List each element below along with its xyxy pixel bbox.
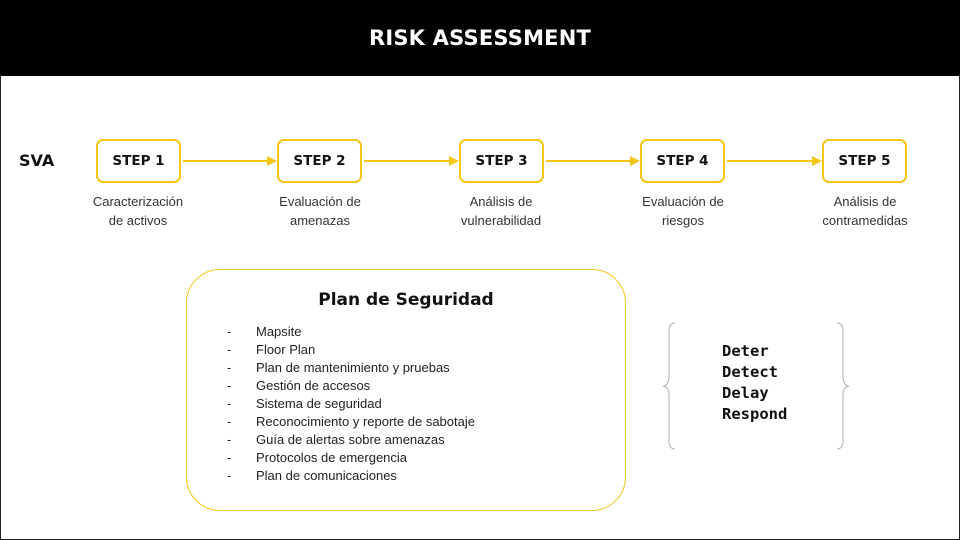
sva-label: SVA: [19, 151, 55, 170]
bullet-dash: -: [227, 360, 232, 375]
step-3-description: Análisis de vulnerabilidad: [431, 192, 571, 230]
step-4-label: STEP 4: [656, 153, 709, 169]
list-item-text: Gestión de accesos: [256, 378, 371, 393]
page-title: RISK ASSESSMENT: [368, 26, 592, 50]
security-plan-box: Plan de Seguridad - Mapsite - Floor Plan -…: [186, 269, 626, 511]
step-5-label: STEP 5: [838, 153, 891, 169]
step-5-description-line1: Análisis de: [833, 194, 897, 209]
step-4-description: Evaluación de riesgos: [613, 192, 753, 230]
bullet-dash: -: [227, 324, 232, 339]
bullet-dash: -: [227, 396, 232, 411]
strategy-item-respond: Respond: [722, 405, 788, 423]
bullet-dash: -: [227, 414, 232, 429]
step-1-description-line1: Caracterización: [92, 194, 184, 209]
list-item: - Floor Plan: [227, 341, 475, 359]
step-4-description-line2: riesgos: [662, 213, 704, 228]
list-item: - Sistema de seguridad: [227, 395, 475, 413]
bullet-dash: -: [227, 468, 232, 483]
step-4-box: STEP 4: [640, 139, 725, 183]
list-item-text: Floor Plan: [256, 342, 316, 357]
list-item-text: Plan de comunicaciones: [256, 468, 397, 483]
security-plan-title: Plan de Seguridad: [318, 290, 494, 310]
list-item: - Plan de mantenimiento y pruebas: [227, 359, 475, 377]
header-bar: RISK ASSESSMENT: [0, 0, 960, 76]
list-item-text: Guía de alertas sobre amenazas: [256, 432, 445, 447]
step-5-box: STEP 5: [822, 139, 907, 183]
step-5-description-line2: contramedidas: [822, 213, 908, 228]
list-item-text: Plan de mantenimiento y pruebas: [256, 360, 450, 375]
list-item: - Reconocimiento y reporte de sabotaje: [227, 413, 475, 431]
list-item: - Mapsite: [227, 323, 475, 341]
right-brace-icon: [836, 322, 850, 450]
step-2-label: STEP 2: [293, 153, 346, 169]
arrow-step-3-to-4: [546, 156, 640, 166]
step-3-description-line1: Análisis de: [469, 194, 533, 209]
list-item: - Guía de alertas sobre amenazas: [227, 431, 475, 449]
list-item: - Gestión de accesos: [227, 377, 475, 395]
bullet-dash: -: [227, 432, 232, 447]
bullet-dash: -: [227, 342, 232, 357]
strategy-list: Deter Detect Delay Respond: [722, 341, 787, 425]
list-item-text: Sistema de seguridad: [256, 396, 382, 411]
step-1-label: STEP 1: [112, 153, 165, 169]
list-item-text: Mapsite: [256, 324, 302, 339]
step-2-description: Evaluación de amenazas: [250, 192, 390, 230]
step-1-description: Caracterización de activos: [68, 192, 208, 230]
step-4-description-line1: Evaluación de: [642, 194, 724, 209]
bullet-dash: -: [227, 450, 232, 465]
list-item-text: Reconocimiento y reporte de sabotaje: [256, 414, 475, 429]
security-plan-list: - Mapsite - Floor Plan - Plan de mantenimie…: [227, 323, 475, 485]
strategy-item-detect: Detect: [722, 363, 778, 381]
list-item: - Plan de comunicaciones: [227, 467, 475, 485]
step-3-description-line2: vulnerabilidad: [460, 213, 542, 228]
arrow-step-4-to-5: [727, 156, 822, 166]
step-2-box: STEP 2: [277, 139, 362, 183]
step-3-label: STEP 3: [475, 153, 528, 169]
bullet-dash: -: [227, 378, 232, 393]
arrow-step-1-to-2: [183, 156, 277, 166]
arrow-step-2-to-3: [364, 156, 459, 166]
left-brace-icon: [662, 322, 676, 450]
step-1-box: STEP 1: [96, 139, 181, 183]
strategy-item-delay: Delay: [722, 384, 769, 402]
step-2-description-line1: Evaluación de: [279, 194, 361, 209]
step-1-description-line2: de activos: [108, 213, 168, 228]
step-3-box: STEP 3: [459, 139, 544, 183]
list-item-text: Protocolos de emergencia: [256, 450, 408, 465]
step-5-description: Análisis de contramedidas: [795, 192, 935, 230]
list-item: - Protocolos de emergencia: [227, 449, 475, 467]
step-2-description-line2: amenazas: [290, 213, 350, 228]
strategy-item-deter: Deter: [722, 342, 769, 360]
